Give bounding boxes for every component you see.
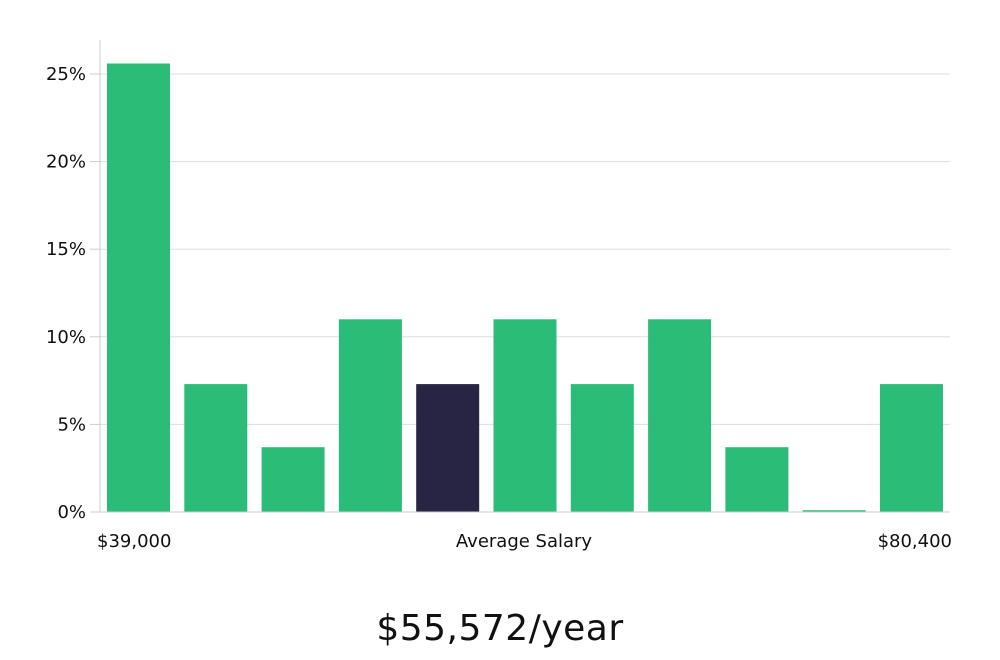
bars: [107, 63, 943, 512]
y-tick-label: 20%: [46, 152, 86, 173]
y-tick-label: 15%: [46, 239, 86, 260]
x-end-label: $80,400: [878, 531, 952, 552]
bar: [338, 319, 402, 512]
bar: [107, 63, 170, 512]
bar: [725, 447, 789, 512]
average-salary-value: $55,572/year: [376, 608, 624, 649]
bar: [648, 319, 712, 512]
bar: [493, 319, 557, 512]
gridlines: [100, 73, 950, 425]
bar: [880, 384, 943, 512]
bar-average-highlight: [416, 384, 480, 512]
y-tick-label: 10%: [46, 327, 86, 348]
bar: [184, 384, 248, 512]
salary-histogram: 0%5%10%15%20%25% $39,000 Average Salary …: [46, 40, 952, 552]
y-tick-label: 5%: [57, 414, 86, 435]
x-start-label: $39,000: [97, 531, 171, 552]
y-tick-label: 0%: [57, 502, 86, 523]
y-tick-label: 25%: [46, 64, 86, 85]
bar: [570, 384, 634, 512]
bar: [802, 510, 866, 512]
bar: [261, 447, 325, 512]
y-axis-ticks: 0% 5% 10% 15% 20% 25%: [46, 64, 100, 523]
x-axis-title: Average Salary: [456, 531, 593, 552]
